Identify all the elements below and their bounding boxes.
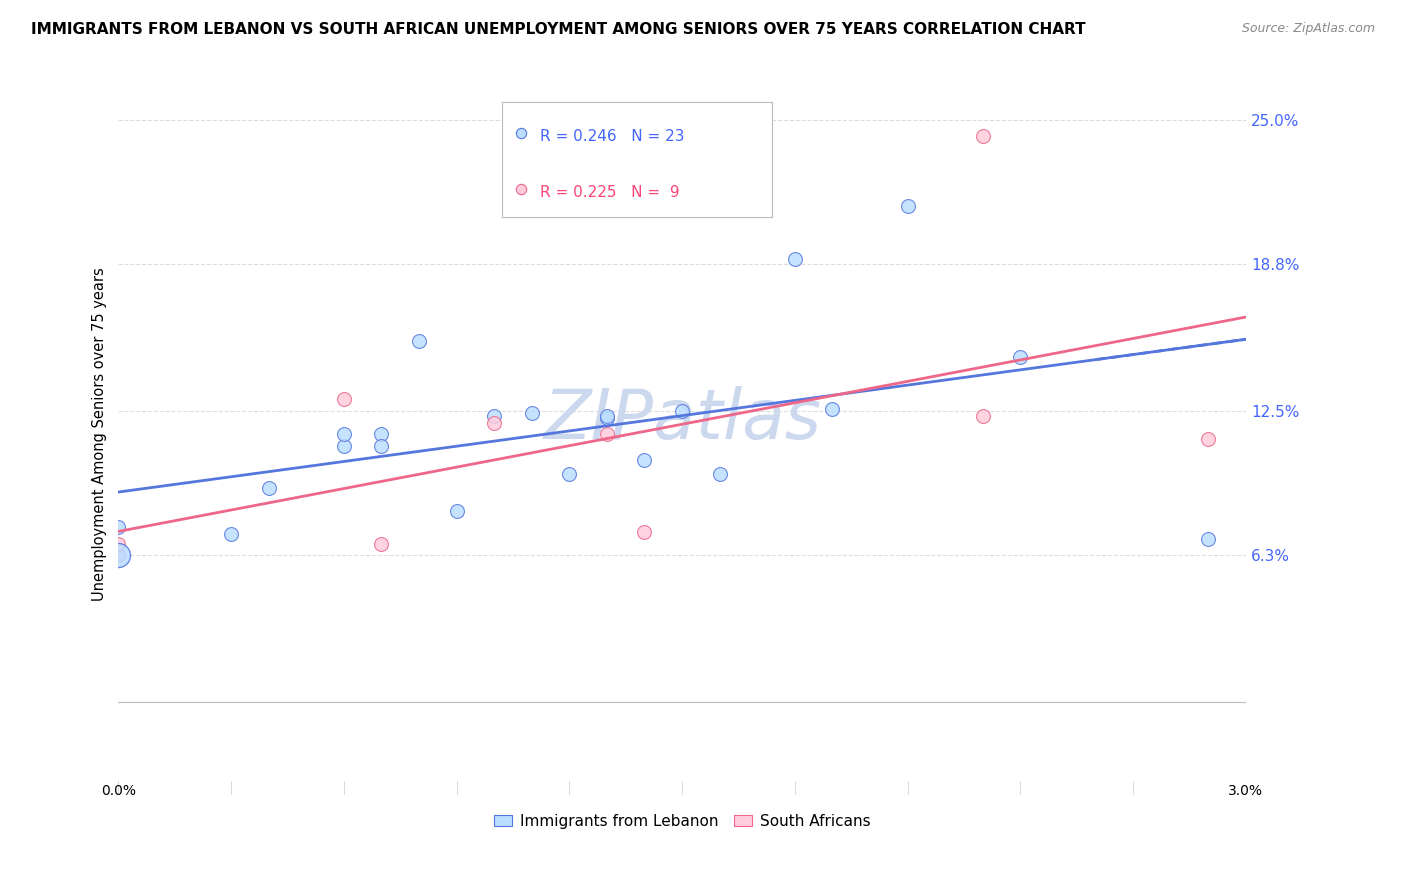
Point [219,527,242,541]
Point [333,439,356,453]
Point [821,401,844,416]
Text: 3.0%: 3.0% [1229,784,1263,797]
Point [107,520,129,534]
Point [783,252,806,267]
Text: ZIPatlas: ZIPatlas [543,386,821,453]
Point [1197,532,1219,546]
Point [1010,351,1032,365]
Point [633,524,655,539]
Text: 0.0%: 0.0% [101,784,136,797]
Point [107,549,129,563]
Point [633,452,655,467]
Point [257,481,280,495]
Point [370,537,392,551]
Point [520,406,543,420]
Point [1197,432,1219,446]
Y-axis label: Unemployment Among Seniors over 75 years: Unemployment Among Seniors over 75 years [93,268,107,601]
Point [370,427,392,442]
Point [596,410,619,425]
Point [107,549,129,563]
Text: IMMIGRANTS FROM LEBANON VS SOUTH AFRICAN UNEMPLOYMENT AMONG SENIORS OVER 75 YEAR: IMMIGRANTS FROM LEBANON VS SOUTH AFRICAN… [31,22,1085,37]
Legend: Immigrants from Lebanon, South Africans: Immigrants from Lebanon, South Africans [488,807,876,835]
Point [709,467,731,481]
Point [107,537,129,551]
Point [558,467,581,481]
Point [107,549,129,563]
Point [482,416,505,430]
Point [482,409,505,423]
Point [408,334,430,348]
Point [333,427,356,442]
Point [671,404,693,418]
Point [972,128,994,143]
Point [896,199,918,213]
Point [333,392,356,407]
Point [972,409,994,423]
Point [596,409,619,423]
Point [370,439,392,453]
Point [596,427,619,442]
Point [446,504,468,518]
Text: Source: ZipAtlas.com: Source: ZipAtlas.com [1241,22,1375,36]
